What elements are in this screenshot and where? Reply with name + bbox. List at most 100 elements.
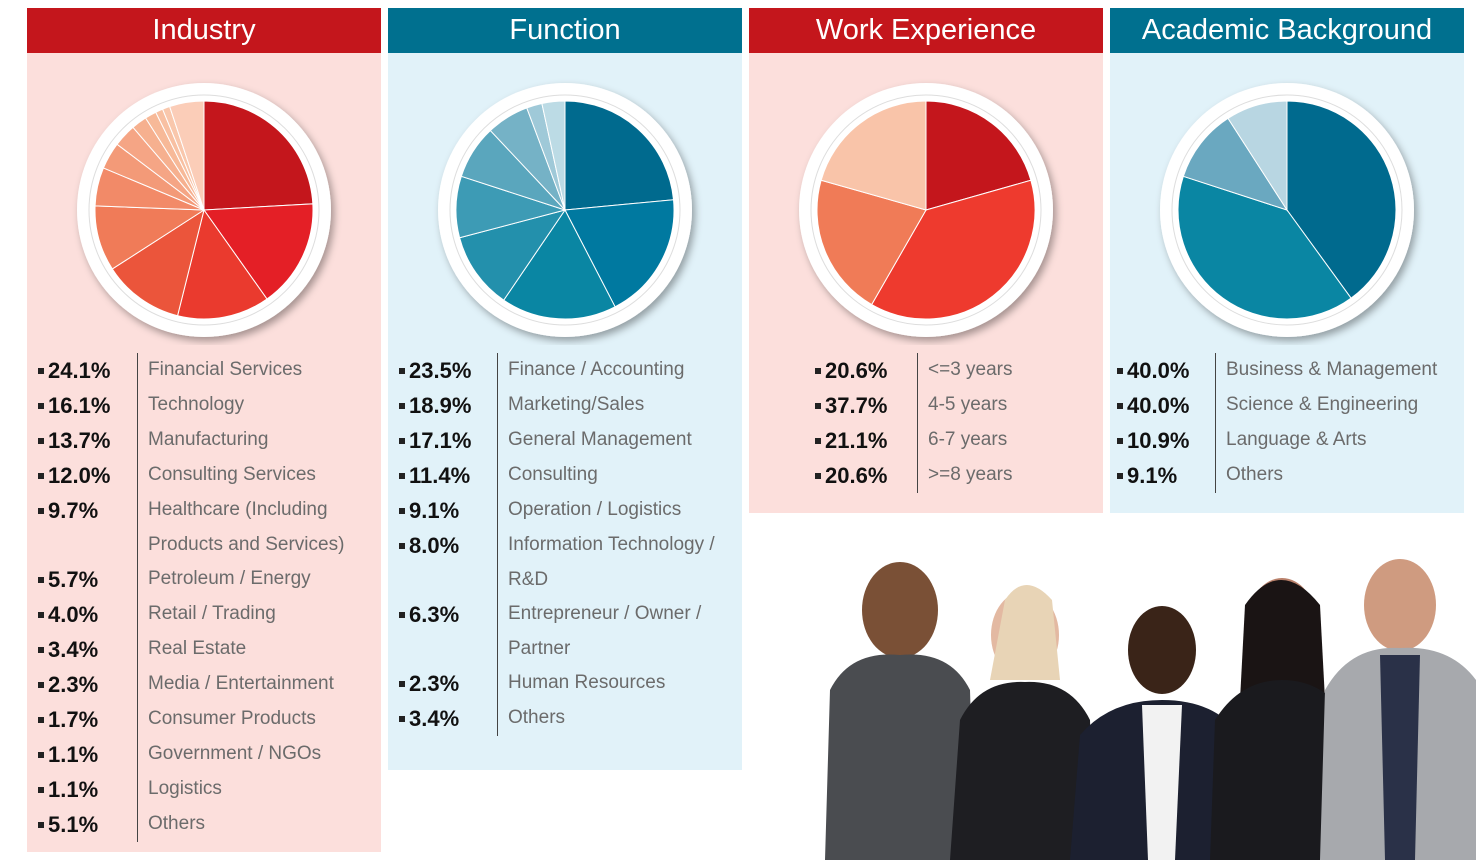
legend-row: 37.7% 4-5 years — [815, 388, 1103, 423]
category-label: 6-7 years — [917, 423, 1103, 458]
bullet — [815, 472, 821, 479]
category-label: Marketing/Sales — [497, 388, 734, 423]
pie-slice — [564, 100, 675, 211]
category-label: Government / NGOs — [137, 737, 381, 772]
legend-value: 24.1% — [38, 353, 137, 388]
bullet — [38, 786, 44, 793]
bullet — [399, 367, 405, 374]
panel-body: 40.0% Business & Management 40.0% Science &… — [1110, 53, 1464, 513]
pie-slice — [203, 203, 314, 300]
category-label: Consumer Products — [137, 702, 381, 737]
pie-slice — [820, 100, 927, 211]
value-label: 16.1% — [48, 393, 111, 418]
legend-row: 5.1% Others — [38, 807, 381, 842]
legend-row: 2.3% Media / Entertainment — [38, 667, 381, 702]
category-label: Information Technology / R&D — [497, 528, 734, 598]
legend-value: 2.3% — [399, 666, 497, 701]
bullet — [399, 715, 405, 722]
legend-value: 9.1% — [1117, 458, 1215, 493]
pie-slice — [458, 209, 567, 301]
legend-row: 9.1% Others — [1117, 458, 1464, 493]
bullet — [1117, 402, 1123, 409]
bullet — [399, 472, 405, 479]
legend-row: 20.6% >=8 years — [815, 458, 1103, 493]
legend-row: 40.0% Business & Management — [1117, 353, 1464, 388]
legend-value: 1.7% — [38, 702, 137, 737]
category-label: Retail / Trading — [137, 597, 381, 632]
legend-value: 3.4% — [399, 701, 497, 736]
value-label: 2.3% — [409, 671, 460, 697]
legend-value: 6.3% — [399, 597, 497, 632]
legend-list: 20.6% <=3 years 37.7% 4-5 years 21.1% 6-7 yea… — [749, 345, 1103, 493]
panel-title: Function — [388, 8, 742, 53]
legend-value: 11.4% — [399, 458, 497, 493]
category-label: Operation / Logistics — [497, 493, 734, 528]
legend-row: 21.1% 6-7 years — [815, 423, 1103, 458]
value-label: 10.9% — [1127, 428, 1190, 453]
academic-background-panel: Academic Background 40.0% Business & Mana… — [1110, 8, 1464, 513]
legend-value: 1.1% — [38, 737, 137, 772]
category-label: Real Estate — [137, 632, 381, 667]
legend-value: 5.1% — [38, 807, 137, 842]
group-photo — [825, 559, 1476, 860]
legend-value: 1.1% — [38, 772, 137, 807]
category-label: Healthcare (Including Products and Servi… — [137, 493, 381, 563]
value-label: 2.3% — [48, 672, 99, 698]
bullet — [38, 821, 44, 828]
value-label: 18.9% — [409, 393, 472, 418]
legend-row: 5.7% Petroleum / Energy — [38, 562, 381, 597]
value-label: 11.4% — [409, 463, 471, 488]
value-label: 21.1% — [825, 428, 888, 453]
value-label: 1.1% — [48, 777, 99, 803]
legend-row: 18.9% Marketing/Sales — [399, 388, 734, 423]
legend-value: 17.1% — [399, 423, 497, 458]
bullet — [38, 611, 44, 618]
work-experience-panel: Work Experience 20.6% <=3 years 37.7% 4-5 y… — [749, 8, 1103, 513]
pie-slice — [1286, 100, 1397, 299]
pie-chart — [1160, 83, 1414, 337]
category-label: Consulting — [497, 458, 734, 493]
value-label: 20.6% — [825, 358, 888, 383]
bullet — [1117, 472, 1123, 479]
legend-row: 40.0% Science & Engineering — [1117, 388, 1464, 423]
legend-row: 17.1% General Management — [399, 423, 734, 458]
legend-value: 23.5% — [399, 353, 497, 388]
bullet — [399, 680, 405, 687]
category-label: General Management — [497, 423, 734, 458]
bullet — [38, 437, 44, 444]
bullet — [815, 402, 821, 409]
legend-value: 9.1% — [399, 493, 497, 528]
value-label: 37.7% — [825, 393, 888, 418]
legend-value: 10.9% — [1117, 423, 1215, 458]
panel-body: 20.6% <=3 years 37.7% 4-5 years 21.1% 6-7 yea… — [749, 53, 1103, 513]
pie-slice — [169, 100, 205, 211]
pie-slice — [1177, 175, 1352, 320]
legend-value: 16.1% — [38, 388, 137, 423]
person — [950, 585, 1095, 860]
value-label: 1.7% — [48, 707, 99, 733]
pie-slice — [925, 100, 1032, 211]
pie-slice — [564, 199, 675, 308]
person — [825, 562, 975, 860]
legend-row: 1.7% Consumer Products — [38, 702, 381, 737]
category-label: Manufacturing — [137, 423, 381, 458]
legend-list: 40.0% Business & Management 40.0% Science &… — [1110, 345, 1464, 493]
bullet — [38, 751, 44, 758]
legend-row: 20.6% <=3 years — [815, 353, 1103, 388]
pie-chart — [438, 83, 692, 337]
pie-ring-inner — [449, 94, 681, 326]
person — [1210, 578, 1355, 860]
category-label: Finance / Accounting — [497, 353, 734, 388]
value-label: 3.4% — [48, 637, 99, 663]
pie-slice — [1182, 117, 1289, 211]
category-label: >=8 years — [917, 458, 1103, 493]
value-label: 40.0% — [1127, 358, 1190, 383]
bullet — [399, 611, 405, 618]
bullet — [38, 646, 44, 653]
category-label: Others — [497, 701, 734, 736]
category-label: Science & Engineering — [1215, 388, 1464, 423]
legend-row: 3.4% Real Estate — [38, 632, 381, 667]
person — [1320, 559, 1476, 860]
panel-body: 23.5% Finance / Accounting 18.9% Marketing/… — [388, 53, 742, 770]
